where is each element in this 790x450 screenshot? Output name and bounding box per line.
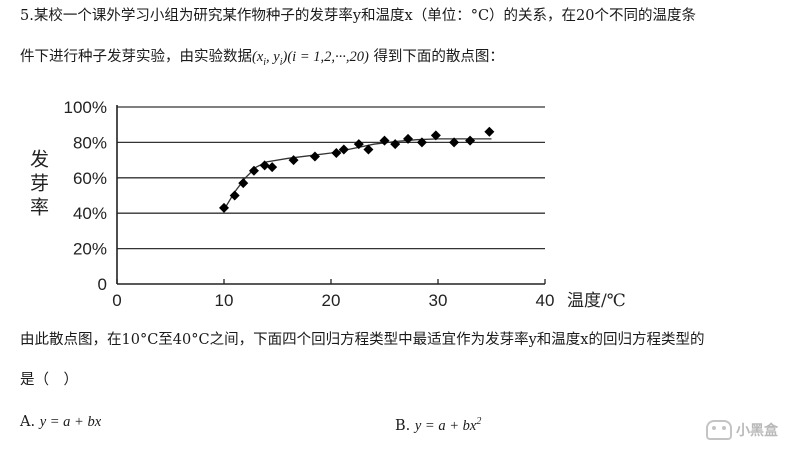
question-line-1: 5.某校一个课外学习小组为研究某作物种子的发芽率y和温度x（单位：°C）的关系，… xyxy=(20,8,696,24)
data-point xyxy=(390,139,401,150)
data-point xyxy=(484,126,495,137)
question-line-3: 由此散点图，在10°C至40°C之间，下面四个回归方程类型中最适宜作为发芽率y和… xyxy=(20,332,705,348)
y-tick-label: 40% xyxy=(73,204,107,223)
data-point xyxy=(238,178,249,189)
data-point xyxy=(353,139,364,150)
data-point xyxy=(267,162,278,173)
data-point xyxy=(219,202,229,213)
y-tick-label: 20% xyxy=(73,240,107,259)
y-axis-label: 发芽率 xyxy=(30,149,49,219)
data-point xyxy=(403,133,414,144)
option-b[interactable]: B. y = a + bx2 xyxy=(395,412,481,436)
x-tick-label: 0 xyxy=(112,291,121,310)
gamepad-icon xyxy=(706,420,732,440)
data-point xyxy=(259,160,270,171)
option-a-formula: y = a + bx xyxy=(39,414,102,430)
question-line-2: 件下进行种子发芽实验，由实验数据(xi, yi)(i = 1,2,···,20)… xyxy=(20,47,504,73)
data-point xyxy=(288,155,299,166)
data-point xyxy=(363,144,374,155)
option-a[interactable]: A. y = a + bx xyxy=(20,412,101,432)
option-b-label: B. xyxy=(395,417,411,434)
y-tick-label: 80% xyxy=(73,133,107,152)
y-tick-label: 0 xyxy=(98,275,107,294)
question-line-2-suffix: 得到下面的散点图： xyxy=(373,49,504,65)
data-point xyxy=(338,144,349,155)
x-axis-label: 温度/℃ xyxy=(567,291,626,311)
y-tick-label: 60% xyxy=(73,169,107,188)
option-b-formula: y = a + bx2 xyxy=(414,416,482,434)
watermark: 小黑盒 xyxy=(706,420,778,440)
data-point xyxy=(449,137,460,148)
scatter-chart: 0 20% 40% 60% 80% 100% 0 10 20 30 40 温度/℃ 发芽率 xyxy=(30,98,626,311)
data-notation: (xi, yi)(i = 1,2,···,20) xyxy=(252,49,369,68)
option-a-label: A. xyxy=(20,414,36,430)
data-point xyxy=(465,135,476,146)
watermark-text: 小黑盒 xyxy=(736,423,778,439)
y-tick-label: 100% xyxy=(64,98,107,117)
x-tick-label: 20 xyxy=(322,291,341,310)
data-point xyxy=(248,165,259,176)
data-point xyxy=(331,148,342,159)
x-tick-label: 30 xyxy=(429,291,448,310)
data-point xyxy=(379,135,390,146)
data-point xyxy=(229,190,240,201)
data-point xyxy=(309,151,320,162)
question-line-4: 是（ ） xyxy=(20,372,78,388)
data-point xyxy=(430,130,441,141)
x-tick-label: 40 xyxy=(536,291,555,310)
x-tick-label: 10 xyxy=(215,291,234,310)
trend-curve xyxy=(223,138,492,211)
question-line-2-prefix: 件下进行种子发芽实验，由实验数据 xyxy=(20,49,252,65)
data-point xyxy=(416,137,427,148)
